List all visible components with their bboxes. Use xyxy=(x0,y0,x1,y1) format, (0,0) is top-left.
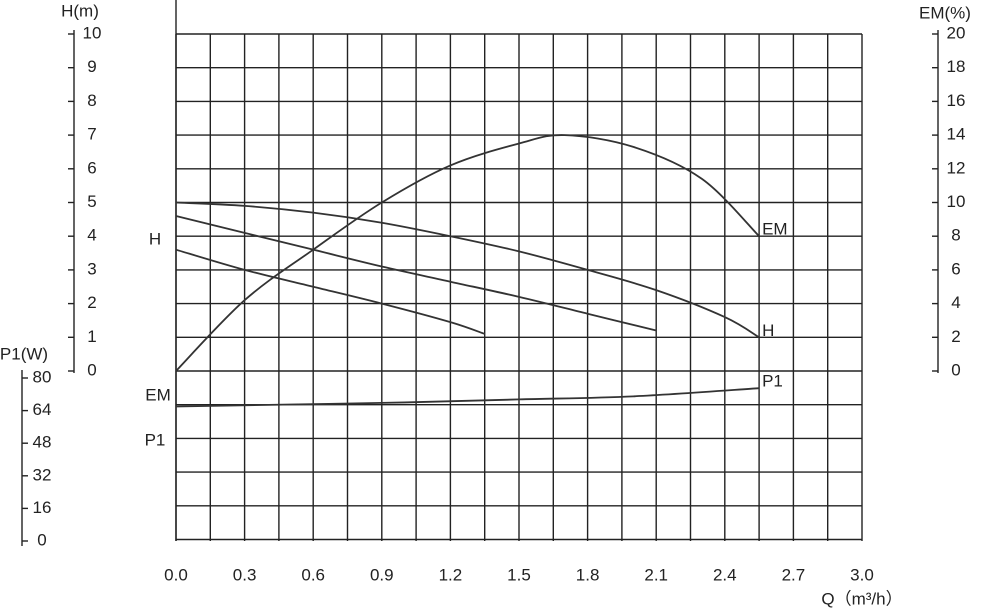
x-tick-label: 0.9 xyxy=(370,565,394,584)
y3-tick-label: 64 xyxy=(33,400,52,419)
x-tick-label: 0.0 xyxy=(164,565,188,584)
curve-label: H xyxy=(762,321,774,340)
annotation: EM xyxy=(145,385,171,404)
x-tick-label: 2.7 xyxy=(782,565,806,584)
curve-label: EM xyxy=(762,220,788,239)
y-tick-label: 3 xyxy=(87,259,96,278)
curve xyxy=(175,248,485,335)
y3-tick-label: 16 xyxy=(33,498,52,517)
y3-axis-title: P1(W) xyxy=(0,344,48,363)
y2-tick-label: 16 xyxy=(947,91,966,110)
y3-tick-label: 80 xyxy=(33,367,52,386)
y-tick-label: 7 xyxy=(87,125,96,144)
curve-label: P1 xyxy=(762,372,783,391)
curve xyxy=(175,387,760,408)
y2-tick-label: 12 xyxy=(947,158,966,177)
y2-tick-label: 6 xyxy=(951,259,960,278)
y-tick-label: 8 xyxy=(87,91,96,110)
x-tick-label: 2.1 xyxy=(644,565,668,584)
y-tick-label: 1 xyxy=(87,327,96,346)
x-tick-label: 2.4 xyxy=(713,565,737,584)
x-tick-label: 0.3 xyxy=(233,565,257,584)
annotation: P1 xyxy=(145,430,166,449)
y2-tick-label: 4 xyxy=(951,293,960,312)
x-axis-title: Q（m³/h） xyxy=(821,589,902,608)
y2-tick-label: 14 xyxy=(947,125,966,144)
y-tick-label: 9 xyxy=(87,57,96,76)
y-axis-title: H(m) xyxy=(61,1,99,20)
y2-tick-label: 18 xyxy=(947,57,966,76)
x-tick-label: 1.5 xyxy=(507,565,531,584)
y2-tick-label: 8 xyxy=(951,226,960,245)
y-tick-label: 5 xyxy=(87,192,96,211)
y2-tick-label: 2 xyxy=(951,327,960,346)
x-tick-label: 0.6 xyxy=(301,565,325,584)
y-tick-label: 10 xyxy=(83,23,102,42)
x-tick-label: 1.8 xyxy=(576,565,600,584)
y2-axis-title: EM(%) xyxy=(919,3,971,22)
curve xyxy=(175,134,760,372)
y3-tick-label: 48 xyxy=(33,433,52,452)
x-tick-label: 1.2 xyxy=(439,565,463,584)
y3-tick-label: 32 xyxy=(33,465,52,484)
y-tick-label: 6 xyxy=(87,158,96,177)
curve xyxy=(175,201,760,339)
y2-tick-label: 10 xyxy=(947,192,966,211)
x-tick-label: 3.0 xyxy=(850,565,874,584)
y3-tick-label: 0 xyxy=(37,530,46,549)
annotation: H xyxy=(149,229,161,248)
y-tick-label: 4 xyxy=(87,226,96,245)
y2-tick-label: 0 xyxy=(951,360,960,379)
y2-tick-label: 20 xyxy=(947,23,966,42)
y-tick-label: 0 xyxy=(87,360,96,379)
y-tick-label: 2 xyxy=(87,293,96,312)
curve xyxy=(175,215,657,332)
